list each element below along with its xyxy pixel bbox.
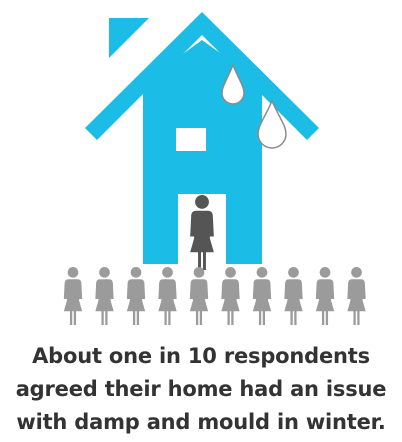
person-icon bbox=[347, 267, 365, 325]
person-icon bbox=[316, 267, 334, 325]
highlighted-person-icon bbox=[190, 195, 214, 270]
person-icon bbox=[190, 267, 208, 325]
chimney bbox=[109, 18, 149, 58]
person-icon bbox=[95, 267, 113, 325]
house-window bbox=[176, 128, 206, 151]
person-icon bbox=[284, 267, 302, 325]
caption-line-3: with damp and mould in winter. bbox=[0, 406, 402, 439]
respondents-row bbox=[64, 267, 366, 325]
person-icon bbox=[127, 267, 145, 325]
damp-mould-illustration bbox=[0, 0, 402, 335]
caption: About one in 10 respondents agreed their… bbox=[0, 340, 402, 439]
person-icon bbox=[221, 267, 239, 325]
person-icon bbox=[64, 267, 82, 325]
person-icon bbox=[253, 267, 271, 325]
person-icon bbox=[158, 267, 176, 325]
caption-line-2: agreed their home had an issue bbox=[0, 373, 402, 406]
caption-line-1: About one in 10 respondents bbox=[0, 340, 402, 373]
